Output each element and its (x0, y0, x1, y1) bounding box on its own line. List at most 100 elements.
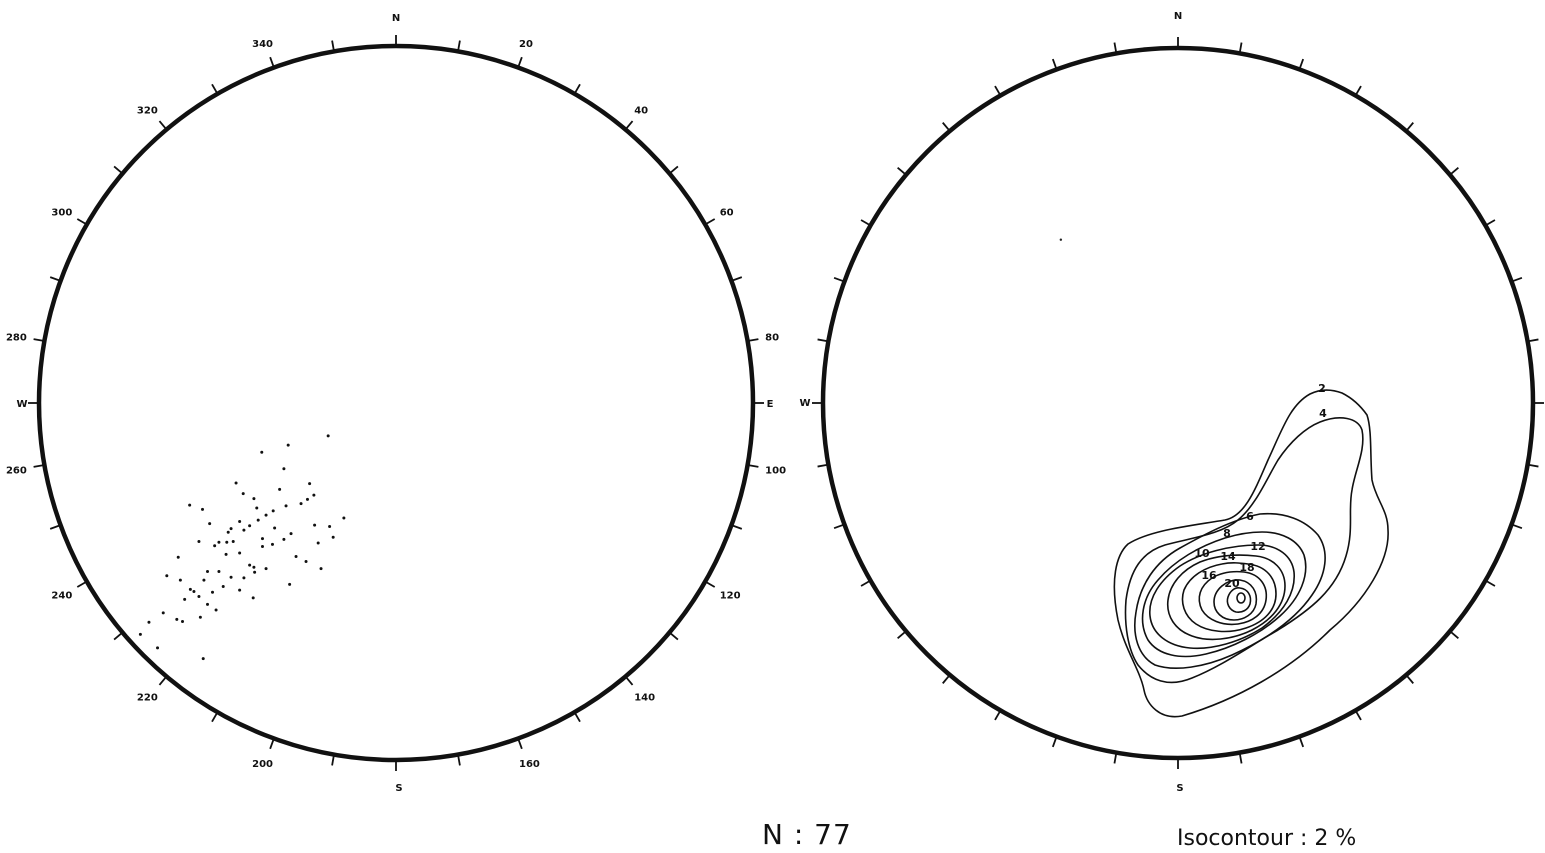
left-pole-point (188, 504, 191, 507)
left-pole-point (165, 574, 168, 577)
left-pole-point (181, 620, 184, 623)
left-tick-140 (625, 676, 632, 684)
contour-label-8: 8 (1223, 527, 1231, 540)
left-south-label: S (395, 783, 402, 794)
left-pole-points (139, 434, 345, 660)
left-tick-150 (575, 712, 581, 722)
left-pole-point (177, 556, 180, 559)
left-pole-point (227, 531, 230, 534)
left-pole-point (175, 618, 178, 621)
right-tick-140 (1406, 675, 1413, 683)
left-pole-point (257, 519, 260, 522)
left-pole-point (312, 494, 315, 497)
left-degree-label-80: 80 (765, 332, 779, 343)
right-tick-210 (995, 710, 1001, 720)
left-pole-point (217, 570, 220, 573)
left-tick-120 (705, 582, 715, 588)
right-tick-50 (1450, 168, 1458, 175)
left-pole-point (211, 591, 214, 594)
left-degree-label-140: 140 (634, 692, 655, 703)
left-pole-point (242, 492, 245, 495)
right-tick-240 (861, 581, 871, 587)
left-degree-label-20: 20 (519, 39, 533, 50)
left-pole-point (320, 567, 323, 570)
right-tick-150 (1356, 710, 1362, 720)
left-pole-point (290, 532, 293, 535)
contour-labels: 2 4 6 8 10 12 14 16 18 20 (1194, 382, 1327, 590)
left-pole-point (261, 537, 264, 540)
left-degree-label-220: 220 (137, 692, 158, 703)
right-tick-120 (1485, 581, 1495, 587)
right-west-label: W (799, 398, 810, 409)
left-pole-point (317, 541, 320, 544)
left-pole-point (147, 621, 150, 624)
left-tick-300 (77, 219, 87, 225)
left-pole-point (202, 579, 205, 582)
right-tick-60 (1485, 220, 1495, 226)
right-tick-330 (995, 86, 1001, 96)
density-maximum (1237, 593, 1245, 603)
left-degree-label-40: 40 (634, 106, 648, 117)
left-pole-point (252, 566, 255, 569)
contour-label-2: 2 (1318, 382, 1326, 395)
left-pole-point (342, 516, 345, 519)
left-pole-point (192, 590, 195, 593)
left-tick-310 (114, 166, 122, 173)
left-pole-point (261, 545, 264, 548)
left-pole-point (252, 497, 255, 500)
left-pole-point (285, 504, 288, 507)
contour-4 (1126, 418, 1363, 683)
left-pole-point (278, 488, 281, 491)
left-pole-point (230, 527, 233, 530)
left-pole-point (271, 543, 274, 546)
contour-label-12: 12 (1250, 540, 1265, 553)
left-tick-marks (28, 35, 764, 771)
left-tick-210 (212, 712, 218, 722)
left-degree-label-200: 200 (252, 759, 273, 770)
contour-label-6: 6 (1246, 510, 1254, 523)
left-degree-label-260: 260 (6, 466, 27, 477)
contour-label-16: 16 (1201, 569, 1217, 582)
left-pole-point (308, 482, 311, 485)
left-degree-label-280: 280 (6, 332, 27, 343)
left-pole-point (300, 502, 303, 505)
left-pole-point (248, 564, 251, 567)
left-degree-label-240: 240 (51, 591, 72, 602)
left-pole-point (206, 603, 209, 606)
left-pole-point (305, 560, 308, 563)
left-pole-point (287, 444, 290, 447)
contour-label-10: 10 (1194, 547, 1210, 560)
contour-label-18: 18 (1239, 561, 1254, 574)
left-degree-label-320: 320 (137, 106, 158, 117)
left-pole-point (235, 481, 238, 484)
left-pole-point (288, 583, 291, 586)
right-tick-130 (1450, 631, 1458, 638)
right-tick-220 (943, 675, 950, 683)
right-isolated-point (1060, 239, 1062, 241)
left-tick-220 (159, 676, 166, 684)
left-pole-point (179, 579, 182, 582)
left-tick-330 (212, 84, 218, 94)
right-tick-marks (812, 37, 1544, 769)
left-pole-point (197, 540, 200, 543)
isocontour-interval-label: Isocontour : 2 % (1177, 826, 1356, 851)
left-pole-point (242, 576, 245, 579)
left-primitive-circle (39, 46, 753, 760)
left-pole-point (313, 524, 316, 527)
left-pole-point (265, 567, 268, 570)
right-south-label: S (1176, 783, 1183, 794)
left-pole-point (260, 451, 263, 454)
left-pole-point (208, 522, 211, 525)
right-primitive-circle (823, 48, 1533, 758)
contour-label-20: 20 (1224, 577, 1240, 590)
left-pole-point (282, 538, 285, 541)
left-pole-point (273, 526, 276, 529)
left-degree-label-60: 60 (720, 208, 734, 219)
right-tick-230 (898, 631, 906, 638)
left-pole-point (162, 611, 165, 614)
left-pole-point (199, 616, 202, 619)
left-tick-60 (705, 219, 715, 225)
left-pole-point (327, 434, 330, 437)
left-east-label: E (767, 399, 774, 410)
